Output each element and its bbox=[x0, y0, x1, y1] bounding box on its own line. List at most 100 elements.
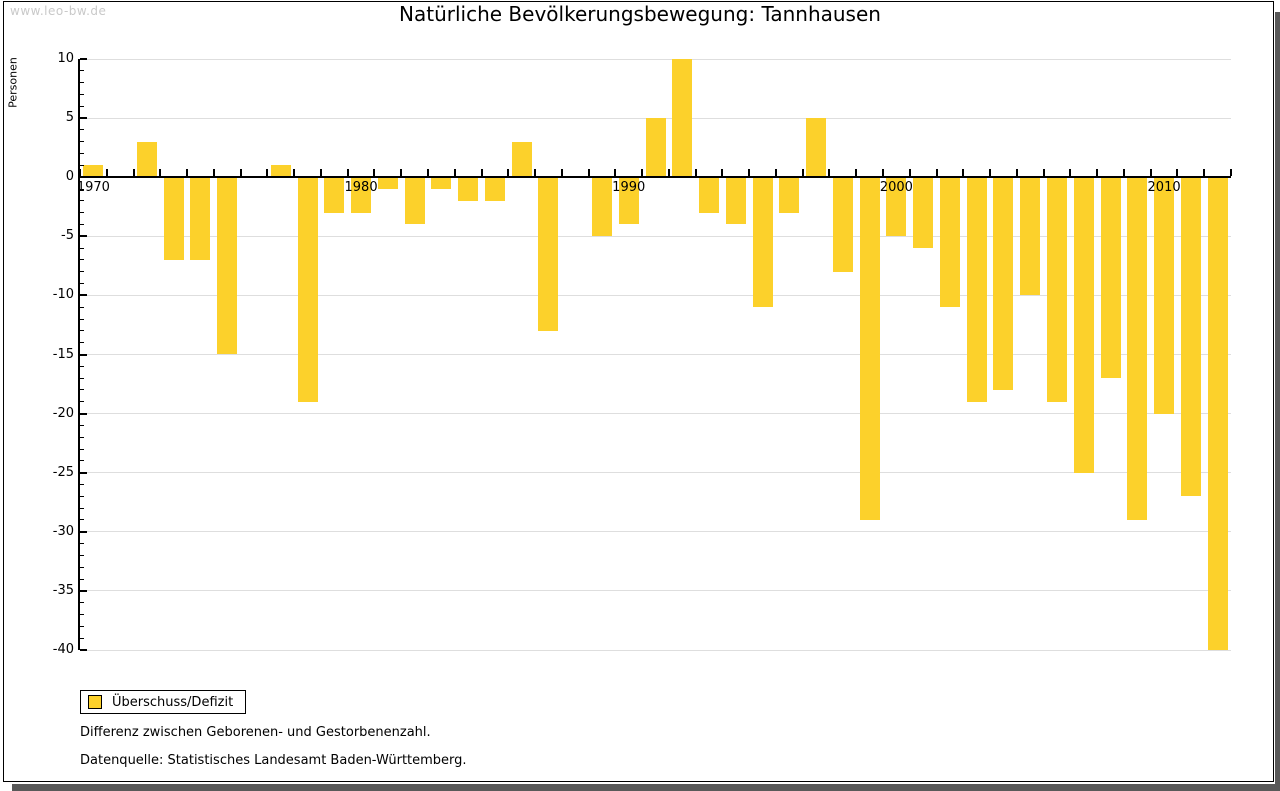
y-axis-minor-tick bbox=[80, 578, 84, 580]
legend-swatch-icon bbox=[88, 695, 102, 709]
y-axis-minor-tick bbox=[80, 105, 84, 107]
y-axis-minor-tick bbox=[80, 602, 84, 604]
y-axis-tick-label: -15 bbox=[52, 346, 74, 362]
y-axis-tick-label: -25 bbox=[52, 464, 74, 480]
bar-1985 bbox=[484, 178, 505, 201]
x-axis-tick bbox=[587, 169, 590, 177]
y-axis-minor-tick bbox=[80, 212, 84, 214]
y-axis-major-tick bbox=[80, 530, 87, 533]
window-frame bbox=[3, 1, 1274, 782]
y-axis-major-tick bbox=[80, 471, 87, 474]
x-axis-tick bbox=[480, 169, 483, 177]
legend-label: Überschuss/Defizit bbox=[112, 694, 234, 710]
y-axis-minor-tick bbox=[80, 554, 84, 556]
y-axis-major-tick bbox=[80, 353, 87, 356]
x-axis-tick bbox=[105, 169, 108, 177]
bar-1970 bbox=[83, 165, 104, 177]
y-axis-minor-tick bbox=[80, 330, 84, 332]
y-axis-minor-tick bbox=[80, 614, 84, 616]
x-axis-tick bbox=[186, 169, 189, 177]
x-axis-tick bbox=[667, 169, 670, 177]
bar-1986 bbox=[511, 141, 532, 177]
x-axis-tick bbox=[614, 169, 617, 177]
x-axis-tick bbox=[748, 169, 751, 177]
footnote-description: Differenz zwischen Geborenen- und Gestor… bbox=[80, 725, 431, 740]
y-axis-tick-label: -10 bbox=[52, 287, 74, 303]
x-axis-line bbox=[78, 176, 1231, 179]
x-axis-tick bbox=[239, 169, 242, 177]
y-axis-minor-tick bbox=[80, 365, 84, 367]
x-axis-tick bbox=[882, 169, 885, 177]
x-axis-tick bbox=[1122, 169, 1125, 177]
y-axis-minor-tick bbox=[80, 223, 84, 225]
bar-2005 bbox=[1020, 178, 1041, 296]
y-axis-minor-tick bbox=[80, 460, 84, 462]
y-axis-minor-tick bbox=[80, 141, 84, 143]
x-axis-tick bbox=[1096, 169, 1099, 177]
x-axis-tick bbox=[1015, 169, 1018, 177]
gridline bbox=[80, 235, 1231, 237]
bar-1977 bbox=[270, 165, 291, 177]
y-axis-minor-tick bbox=[80, 448, 84, 450]
x-axis-tick bbox=[79, 169, 81, 177]
x-axis-tick bbox=[560, 169, 563, 177]
bar-2009 bbox=[1127, 178, 1148, 520]
y-axis-major-tick bbox=[80, 117, 87, 120]
gridline bbox=[80, 413, 1231, 415]
y-axis-minor-tick bbox=[80, 436, 84, 438]
bar-1982 bbox=[404, 178, 425, 225]
bar-1993 bbox=[699, 178, 720, 213]
bar-1999 bbox=[859, 178, 880, 520]
bar-2002 bbox=[939, 178, 960, 308]
y-axis-major-tick bbox=[80, 235, 87, 238]
bar-1980 bbox=[351, 178, 372, 213]
x-axis-tick bbox=[507, 169, 510, 177]
y-axis-minor-tick bbox=[80, 153, 84, 155]
y-axis-minor-tick bbox=[80, 306, 84, 308]
bar-2010 bbox=[1154, 178, 1175, 414]
bar-1972 bbox=[136, 141, 157, 177]
bar-2001 bbox=[913, 178, 934, 249]
y-axis-minor-tick bbox=[80, 401, 84, 403]
x-axis-tick-label: 1970 bbox=[76, 180, 110, 196]
bar-2000 bbox=[886, 178, 907, 237]
bar-1981 bbox=[377, 178, 398, 189]
x-axis-tick bbox=[989, 169, 992, 177]
y-axis-line bbox=[78, 59, 80, 650]
y-axis-tick-label: 0 bbox=[65, 169, 74, 185]
gridline bbox=[80, 354, 1231, 355]
gridline bbox=[80, 58, 1231, 60]
x-axis-tick bbox=[774, 169, 777, 177]
y-axis-minor-tick bbox=[80, 129, 84, 131]
y-axis-minor-tick bbox=[80, 93, 84, 95]
x-axis-tick bbox=[293, 169, 296, 177]
x-axis-tick bbox=[801, 169, 804, 177]
y-axis-minor-tick bbox=[80, 164, 84, 166]
y-axis-minor-tick bbox=[80, 495, 84, 497]
y-axis-minor-tick bbox=[80, 188, 84, 190]
bar-2008 bbox=[1100, 178, 1121, 379]
bar-2012 bbox=[1207, 178, 1228, 650]
x-axis-tick bbox=[721, 169, 724, 177]
y-axis-tick-label: -20 bbox=[52, 405, 74, 421]
y-axis-minor-tick bbox=[80, 389, 84, 391]
x-axis-tick bbox=[962, 169, 965, 177]
y-axis-minor-tick bbox=[80, 625, 84, 627]
gridline bbox=[80, 531, 1231, 533]
bar-1983 bbox=[431, 178, 452, 189]
y-axis-major-tick bbox=[80, 58, 87, 60]
y-axis-minor-tick bbox=[80, 484, 84, 486]
bar-1997 bbox=[806, 118, 827, 177]
x-axis-tick bbox=[373, 169, 376, 177]
bar-1998 bbox=[832, 178, 853, 272]
plot-area: 10 5 0 -5 -10 -15 -20 -25 -30 -35 -40 1970 1980 1990 2… bbox=[53, 51, 1232, 657]
y-axis-major-tick bbox=[80, 294, 87, 297]
y-axis-tick-label: 10 bbox=[57, 51, 74, 66]
bar-1975 bbox=[217, 178, 238, 355]
window-shadow-bottom bbox=[12, 784, 1280, 791]
y-axis-minor-tick bbox=[80, 200, 84, 202]
bar-1992 bbox=[672, 59, 693, 177]
bar-1989 bbox=[591, 178, 612, 237]
y-axis-minor-tick bbox=[80, 543, 84, 545]
